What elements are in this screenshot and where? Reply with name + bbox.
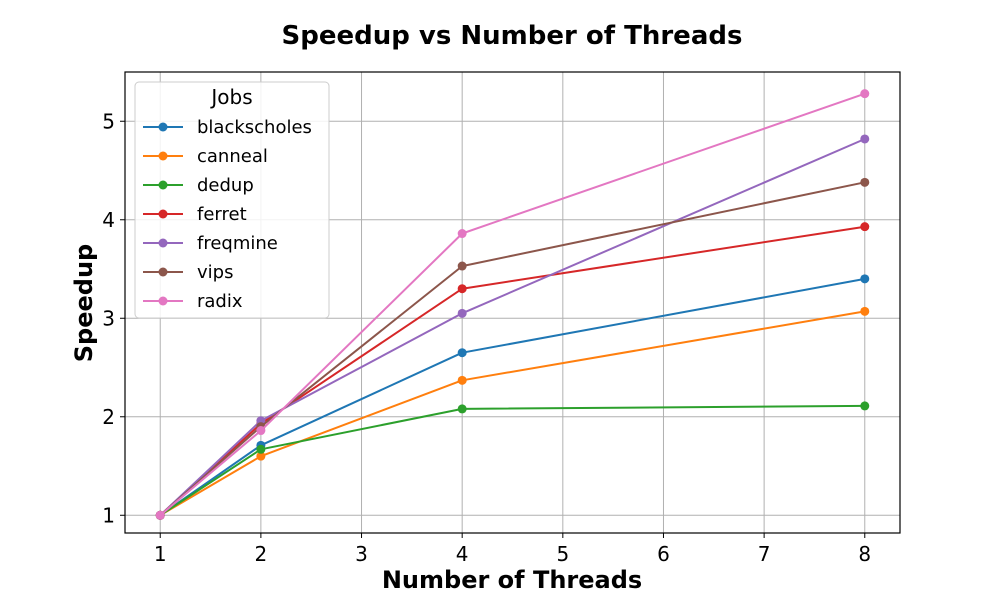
y-tick-label: 3 — [102, 306, 115, 330]
series-line-dedup — [159, 404, 865, 517]
data-point-freqmine — [860, 134, 870, 144]
data-point-canneal — [256, 451, 266, 461]
y-axis-label: Speedup — [70, 244, 98, 362]
legend-item-dedup: dedup — [143, 175, 254, 196]
legend-item-blackscholes: blackscholes — [143, 117, 312, 138]
legend-label: radix — [197, 291, 243, 312]
y-tick-label: 4 — [102, 208, 115, 232]
legend-box — [134, 81, 330, 319]
legend-label: freqmine — [197, 233, 278, 254]
data-point-dedup — [860, 401, 870, 411]
data-point-radix — [256, 426, 266, 436]
legend-marker — [158, 180, 168, 190]
data-point-freqmine — [457, 308, 467, 318]
data-point-ferret — [860, 222, 870, 232]
series-line-ferret — [159, 225, 865, 517]
y-tick-label: 2 — [102, 405, 115, 429]
data-point-radix — [155, 510, 165, 520]
data-point-vips — [457, 261, 467, 271]
legend-title: Jobs — [209, 85, 252, 109]
legend-item-ferret: ferret — [143, 204, 247, 225]
data-point-radix — [860, 89, 870, 99]
series-line-radix — [159, 92, 866, 517]
x-tick-label: 1 — [154, 542, 167, 566]
x-tick-label: 6 — [657, 542, 670, 566]
legend-marker — [158, 122, 168, 132]
legend-label: blackscholes — [197, 117, 312, 138]
data-point-vips — [860, 177, 870, 187]
legend-label: canneal — [197, 146, 268, 167]
series-lines — [155, 89, 870, 520]
legend-label: dedup — [197, 175, 254, 196]
series-line-freqmine — [159, 138, 866, 517]
legend-label: ferret — [197, 204, 247, 225]
data-point-dedup — [256, 444, 266, 454]
y-tick-label: 1 — [102, 503, 115, 527]
legend-label: vips — [197, 262, 233, 283]
series-line-vips — [159, 181, 866, 517]
data-point-blackscholes — [860, 274, 870, 284]
legend-item-radix: radix — [143, 291, 243, 312]
x-tick-label: 8 — [858, 542, 871, 566]
x-tick-label: 2 — [255, 542, 268, 566]
legend-marker — [158, 209, 168, 219]
legend-marker — [158, 296, 168, 306]
x-axis-label: Number of Threads — [382, 566, 642, 594]
series-radix — [155, 89, 870, 520]
y-tick-label: 5 — [102, 109, 115, 133]
legend-item-canneal: canneal — [143, 146, 268, 167]
x-tick-label: 3 — [355, 542, 368, 566]
series-canneal — [155, 306, 870, 520]
tick-labels: 1 2 3 4 5 6 7 8 1 2 3 4 5 — [102, 109, 871, 566]
series-line-blackscholes — [159, 277, 865, 517]
legend-marker — [158, 267, 168, 277]
x-tick-label: 5 — [556, 542, 569, 566]
legend-item-freqmine: freqmine — [143, 233, 278, 254]
data-point-canneal — [457, 375, 467, 385]
series-line-canneal — [159, 310, 865, 517]
data-point-radix — [457, 229, 467, 239]
x-tick-label: 4 — [456, 542, 469, 566]
data-point-canneal — [860, 306, 870, 316]
chart-title: Speedup vs Number of Threads — [282, 21, 743, 51]
data-point-ferret — [457, 284, 467, 294]
legend-marker — [158, 238, 168, 248]
data-point-dedup — [457, 404, 467, 414]
legend: Jobs blackscholes canneal dedup ferret freqm… — [134, 81, 330, 319]
legend-item-vips: vips — [143, 262, 233, 283]
plot-frame — [124, 71, 901, 534]
data-point-blackscholes — [457, 348, 467, 358]
legend-items: blackscholes canneal dedup ferret freqmine vi… — [143, 117, 312, 312]
legend-marker — [158, 151, 168, 161]
x-tick-label: 7 — [758, 542, 771, 566]
